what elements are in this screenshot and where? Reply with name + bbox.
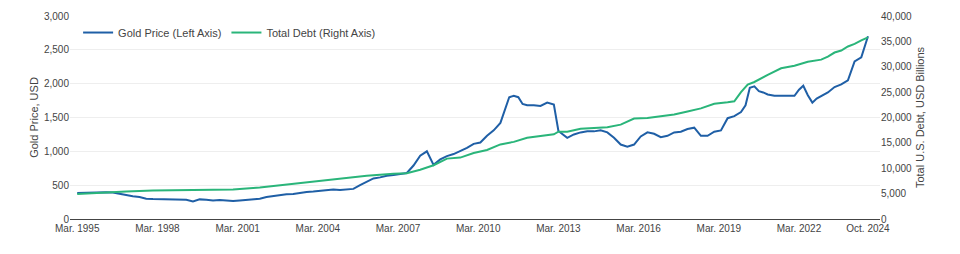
svg-text:15,000: 15,000 (881, 137, 912, 148)
svg-text:Mar. 2004: Mar. 2004 (296, 223, 341, 234)
svg-text:Total Debt (Right Axis): Total Debt (Right Axis) (266, 27, 375, 39)
svg-text:1,000: 1,000 (44, 146, 69, 157)
svg-text:0: 0 (881, 214, 887, 225)
svg-text:Total U.S. Debt, USD Billions: Total U.S. Debt, USD Billions (914, 46, 926, 188)
svg-text:0: 0 (63, 214, 69, 225)
svg-text:1,500: 1,500 (44, 112, 69, 123)
svg-text:35,000: 35,000 (881, 36, 912, 47)
svg-text:Mar. 1998: Mar. 1998 (135, 223, 180, 234)
svg-text:3,000: 3,000 (44, 11, 69, 22)
svg-text:Mar. 1995: Mar. 1995 (55, 223, 100, 234)
svg-text:Mar. 2007: Mar. 2007 (376, 223, 421, 234)
svg-text:Mar. 2001: Mar. 2001 (215, 223, 260, 234)
svg-text:10,000: 10,000 (881, 163, 912, 174)
svg-text:Gold Price (Left Axis): Gold Price (Left Axis) (118, 27, 221, 39)
svg-text:5,000: 5,000 (881, 188, 906, 199)
svg-text:Mar. 2022: Mar. 2022 (777, 223, 822, 234)
svg-text:Gold Price, USD: Gold Price, USD (28, 77, 40, 158)
svg-text:Mar. 2016: Mar. 2016 (616, 223, 661, 234)
svg-text:30,000: 30,000 (881, 61, 912, 72)
svg-text:Mar. 2013: Mar. 2013 (536, 223, 581, 234)
svg-text:40,000: 40,000 (881, 11, 912, 22)
svg-text:Mar. 2010: Mar. 2010 (456, 223, 501, 234)
svg-text:20,000: 20,000 (881, 112, 912, 123)
svg-text:Oct. 2024: Oct. 2024 (846, 223, 890, 234)
svg-text:2,500: 2,500 (44, 44, 69, 55)
svg-text:25,000: 25,000 (881, 87, 912, 98)
svg-text:2,000: 2,000 (44, 78, 69, 89)
svg-text:500: 500 (52, 180, 69, 191)
svg-text:Mar. 2019: Mar. 2019 (697, 223, 742, 234)
